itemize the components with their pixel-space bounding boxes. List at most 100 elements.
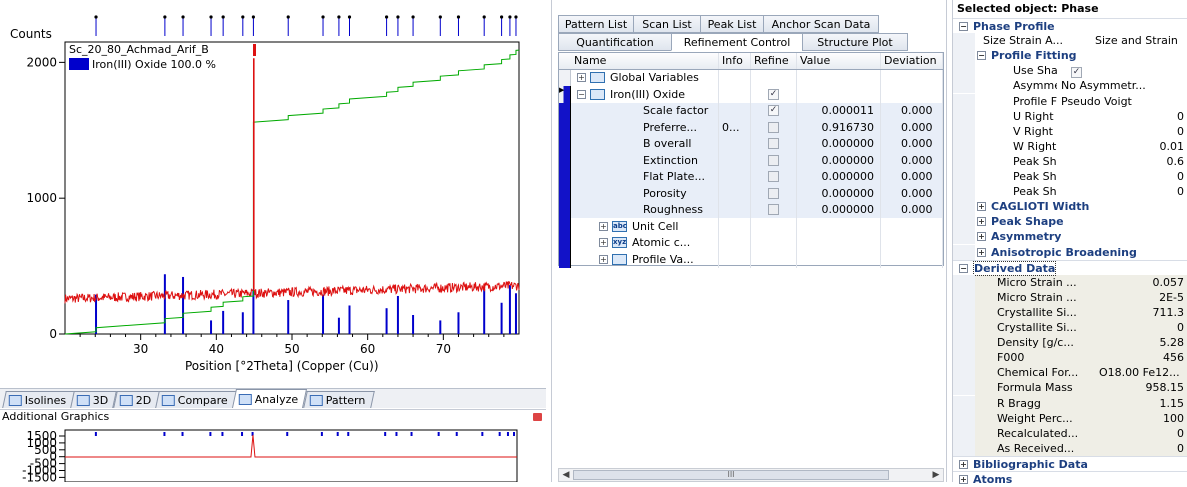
row-selector[interactable] <box>559 119 571 136</box>
tree-value-cell[interactable] <box>797 234 881 251</box>
property-value[interactable]: 0.057 <box>1152 275 1185 289</box>
property-row[interactable]: U Right 0 <box>953 108 1187 124</box>
expand-icon[interactable]: + <box>577 73 586 83</box>
property-subcategory[interactable]: + Anisotropic Broadening <box>953 244 1187 260</box>
tree-row[interactable]: + Global Variables <box>559 69 943 86</box>
property-row[interactable]: Micro Strain ... 0.057 <box>953 274 1187 290</box>
property-value[interactable]: 456 <box>1163 351 1184 365</box>
property-row[interactable]: As Received... 0 <box>953 440 1187 456</box>
tree-value-cell[interactable] <box>797 218 881 235</box>
tree-value-cell[interactable]: 0.000000 <box>797 135 881 152</box>
row-selector[interactable] <box>559 218 571 235</box>
property-value[interactable]: O18.00 Fe12... <box>1099 366 1180 380</box>
refine-checkbox[interactable]: ✓ <box>768 105 779 117</box>
row-selector[interactable] <box>559 152 571 169</box>
property-value[interactable]: 958.15 <box>1145 381 1185 395</box>
property-row[interactable]: Recalculated... 0 <box>953 425 1187 441</box>
property-category[interactable]: + Bibliographic Data <box>953 455 1187 471</box>
property-value[interactable]: 0 <box>1177 185 1184 199</box>
property-row[interactable]: Crystallite Si... 711.3 <box>953 304 1187 320</box>
property-row[interactable]: Peak Sha... 0 <box>953 169 1187 184</box>
property-value[interactable]: 0 <box>1177 109 1184 123</box>
row-selector[interactable] <box>559 135 571 152</box>
property-value[interactable]: 0 <box>1177 124 1184 138</box>
column-header-refine[interactable]: Refine <box>751 53 797 69</box>
row-selector[interactable] <box>559 185 571 202</box>
property-subcategory[interactable]: − Profile Fitting <box>953 48 1187 64</box>
scroll-right-icon[interactable]: ▶ <box>932 470 940 480</box>
property-subcategory[interactable]: + CAGLIOTI Width <box>953 199 1187 215</box>
refine-checkbox[interactable] <box>768 187 779 199</box>
property-row[interactable]: Profile Fu... Pseudo Voigt <box>953 93 1187 109</box>
property-row[interactable]: Asymmet... No Asymmetr... <box>953 78 1187 94</box>
column-header-deviation[interactable]: Deviation <box>881 53 943 69</box>
scroll-left-icon[interactable]: ◀ <box>562 470 570 480</box>
main-diffraction-chart[interactable]: Counts 0 1000 2000 30 40 50 60 70 Sc_20_80_Ach… <box>0 0 546 386</box>
scroll-thumb[interactable]: III <box>573 470 889 480</box>
row-selector[interactable] <box>559 251 571 268</box>
property-value[interactable]: 0 <box>1177 441 1184 455</box>
property-category[interactable]: + Atoms <box>953 471 1187 486</box>
property-row[interactable]: Weight Perc... 100 <box>953 410 1187 426</box>
property-category[interactable]: − Phase Profile <box>953 18 1187 33</box>
tree-value-cell[interactable]: 0.000000 <box>797 168 881 185</box>
view-tab-3d[interactable]: 3D <box>70 391 118 408</box>
property-row[interactable]: Micro Strain ... 2E-5 <box>953 289 1187 305</box>
property-row[interactable]: R Bragg 1.15 <box>953 395 1187 411</box>
expand-icon[interactable]: + <box>959 459 968 469</box>
view-tab-compare[interactable]: Compare <box>155 391 237 408</box>
property-subcategory[interactable]: + Peak Shape <box>953 214 1187 230</box>
collapse-icon[interactable]: − <box>959 263 968 273</box>
tree-row[interactable]: + abc Unit Cell <box>559 218 943 235</box>
view-tab-pattern[interactable]: Pattern <box>302 391 374 408</box>
tree-value-cell[interactable] <box>797 69 881 86</box>
column-header-name[interactable]: Name <box>571 53 719 69</box>
property-value[interactable]: 0 <box>1177 426 1184 440</box>
tab-quantification[interactable]: Quantification <box>558 33 672 51</box>
row-selector[interactable] <box>559 234 571 251</box>
tree-row[interactable]: + Profile Va... <box>559 251 943 268</box>
tree-value-cell[interactable]: 0.000000 <box>797 201 881 218</box>
property-row[interactable]: Crystallite Si... 0 <box>953 320 1187 335</box>
property-value[interactable]: 711.3 <box>1152 305 1185 319</box>
tab-scan-list[interactable]: Scan List <box>633 15 701 33</box>
property-value[interactable]: 0.01 <box>1159 139 1185 153</box>
property-row[interactable]: Formula Mass 958.15 <box>953 380 1187 396</box>
row-selector[interactable] <box>559 102 571 119</box>
refine-checkbox[interactable]: ✓ <box>768 88 779 100</box>
property-row[interactable]: Density [g/c... 5.28 <box>953 335 1187 351</box>
refine-checkbox[interactable] <box>768 138 779 150</box>
property-row[interactable]: Chemical For... O18.00 Fe12... <box>953 365 1187 381</box>
tree-row[interactable]: ▶ − Iron(III) Oxide ✓ <box>559 86 943 103</box>
row-selector[interactable]: ▶ <box>559 86 571 103</box>
tree-row[interactable]: Flat Plate... 0.000000 0.000 <box>559 168 943 185</box>
row-selector[interactable] <box>559 201 571 218</box>
tree-value-cell[interactable]: 0.000011 <box>797 102 881 119</box>
tab-pattern-list[interactable]: Pattern List <box>558 15 634 33</box>
tree-value-cell[interactable]: 0.916730 <box>797 119 881 136</box>
property-row[interactable]: W Right 0.01 <box>953 138 1187 154</box>
tab-refinement-control[interactable]: Refinement Control <box>671 33 803 51</box>
property-value[interactable]: 5.28 <box>1159 336 1185 350</box>
use-shape-checkbox[interactable]: ✓ <box>1071 67 1082 79</box>
refine-checkbox[interactable] <box>768 154 779 166</box>
property-value[interactable]: 2E-5 <box>1159 290 1184 304</box>
property-row[interactable]: Size Strain A... Size and Strain <box>953 33 1187 49</box>
expand-icon[interactable]: + <box>959 475 968 484</box>
property-category[interactable]: − Derived Data <box>953 259 1187 276</box>
property-value[interactable]: 0 <box>1177 170 1184 183</box>
tree-row[interactable]: Roughness 0.000000 0.000 <box>559 201 943 218</box>
view-tab-analyze[interactable]: Analyze <box>232 389 308 408</box>
tree-row[interactable]: Porosity 0.000000 0.000 <box>559 185 943 202</box>
expand-icon[interactable]: + <box>977 232 986 242</box>
row-selector[interactable] <box>559 168 571 185</box>
column-header-info[interactable]: Info <box>719 53 751 69</box>
tab-anchor-scan-data[interactable]: Anchor Scan Data <box>763 15 879 33</box>
tree-value-cell[interactable] <box>797 86 881 103</box>
tree-row[interactable]: Scale factor ✓ 0.000011 0.000 <box>559 102 943 119</box>
property-value[interactable]: Pseudo Voigt <box>1061 94 1132 108</box>
expand-icon[interactable]: + <box>599 221 608 231</box>
column-header-value[interactable]: Value <box>797 53 881 69</box>
expand-icon[interactable]: + <box>977 202 986 212</box>
view-tab-isolines[interactable]: Isolines <box>2 391 76 408</box>
